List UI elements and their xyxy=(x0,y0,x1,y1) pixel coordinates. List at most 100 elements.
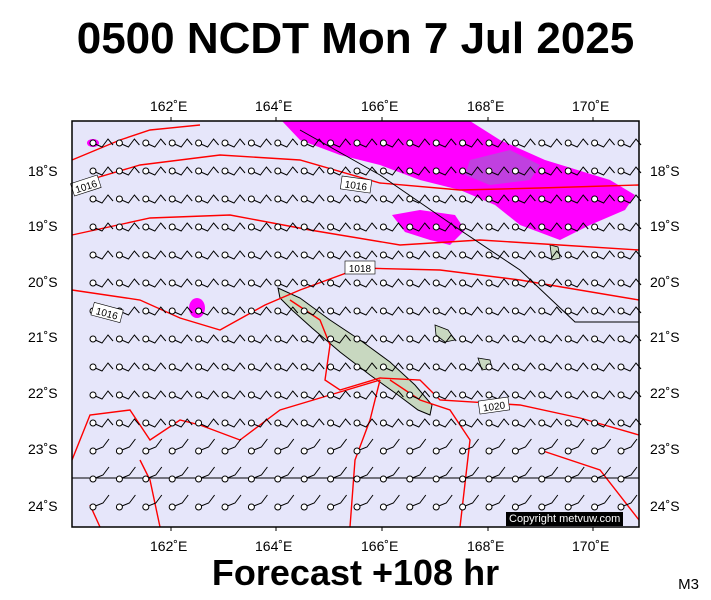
wind-barb-icon xyxy=(224,194,246,204)
wind-barb-icon xyxy=(224,138,246,148)
wind-barb-icon xyxy=(304,494,321,508)
station-circle-icon xyxy=(89,167,97,175)
wind-barb-icon xyxy=(567,278,589,288)
station-circle-icon xyxy=(591,503,599,511)
wind-barb-icon xyxy=(462,334,483,344)
station-circle-icon xyxy=(221,475,229,483)
wind-barb-icon xyxy=(303,362,325,372)
wind-barb-icon xyxy=(356,278,378,288)
station-circle-icon xyxy=(564,279,572,287)
wind-barb-icon xyxy=(488,222,510,232)
wind-barb-icon xyxy=(251,494,268,508)
wind-barb-icon xyxy=(541,250,563,260)
wind-barb-icon xyxy=(303,306,325,316)
wind-barb-icon xyxy=(145,362,167,372)
frame-ticks xyxy=(170,117,594,531)
station-circle-icon xyxy=(379,419,387,427)
station-circle-icon xyxy=(511,447,519,455)
isobar-line xyxy=(71,267,640,331)
wind-barb-icon xyxy=(383,494,400,508)
wind-barb-icon xyxy=(515,222,536,232)
wind-barb-icon xyxy=(119,194,140,204)
wind-barb-icon xyxy=(92,362,114,372)
station-circle-icon xyxy=(591,447,599,455)
wind-barb-icon xyxy=(435,250,457,260)
station-circle-icon xyxy=(538,251,546,259)
wind-barb-icon xyxy=(409,494,427,508)
wind-barb-icon xyxy=(277,250,299,260)
station-circle-icon xyxy=(511,195,519,203)
wind-barb-icon xyxy=(462,194,483,204)
station-circle-icon xyxy=(485,307,493,315)
station-circle-icon xyxy=(142,391,150,399)
station-circle-icon xyxy=(379,139,387,147)
station-circle-icon xyxy=(459,447,467,455)
station-circle-icon xyxy=(591,139,599,147)
station-circle-icon xyxy=(353,195,361,203)
wind-barb-icon xyxy=(541,362,563,372)
station-circle-icon xyxy=(89,391,97,399)
station-circle-icon xyxy=(247,251,255,259)
wind-barb-icon xyxy=(330,390,351,400)
station-circle-icon xyxy=(591,419,599,427)
wind-barb-icon xyxy=(567,306,589,316)
station-circle-icon xyxy=(274,447,282,455)
copyright-badge: Copyright metvuw.com xyxy=(506,512,624,526)
station-circle-icon xyxy=(274,223,282,231)
wind-barb-icon xyxy=(356,166,378,176)
wind-barb-icon xyxy=(119,466,136,480)
wind-barb-icon xyxy=(224,466,242,480)
wind-barb-icon xyxy=(541,418,563,428)
wind-barb-icon xyxy=(515,278,536,288)
lon-tick-top: 162˚E xyxy=(150,98,188,114)
wind-barb-icon xyxy=(224,438,242,452)
station-circle-icon xyxy=(247,167,255,175)
station-circle-icon xyxy=(300,223,308,231)
wind-barb-icon xyxy=(541,438,559,452)
wind-barb-icon xyxy=(620,438,638,452)
station-circle-icon xyxy=(564,419,572,427)
wind-barb-icon xyxy=(462,250,483,260)
wind-barb-icon xyxy=(435,362,457,372)
land-loyalty-lifou xyxy=(434,324,456,343)
wind-barb-icon xyxy=(488,390,510,400)
wind-barb-icon xyxy=(383,222,404,232)
wind-barb-icon xyxy=(409,306,431,316)
model-label: M3 xyxy=(678,576,699,593)
station-circle-icon xyxy=(195,307,203,315)
wind-barb-icon xyxy=(594,466,611,480)
station-circle-icon xyxy=(327,139,335,147)
wind-barb-icon xyxy=(224,494,242,508)
station-circle-icon xyxy=(591,167,599,175)
station-circle-icon xyxy=(379,335,387,343)
wind-barb-icon xyxy=(515,194,536,204)
wind-barb-icon xyxy=(330,138,351,148)
wind-barb-icon xyxy=(251,362,272,372)
station-circle-icon xyxy=(591,195,599,203)
station-circle-icon xyxy=(538,307,546,315)
station-circle-icon xyxy=(221,223,229,231)
isobar-line xyxy=(139,459,161,528)
wind-barb-icon xyxy=(620,466,638,480)
lon-tick-top: 166˚E xyxy=(361,98,399,114)
station-circle-icon xyxy=(511,363,519,371)
wind-barb-icon xyxy=(198,166,219,176)
station-circle-icon xyxy=(485,223,493,231)
lat-tick-right: 22˚S xyxy=(650,385,680,401)
station-circle-icon xyxy=(617,251,625,259)
station-circle-icon xyxy=(142,139,150,147)
lat-tick-left: 19˚S xyxy=(28,218,58,234)
wind-barb-icon xyxy=(515,138,536,148)
wind-barb-icon xyxy=(567,222,589,232)
station-circle-icon xyxy=(353,475,361,483)
wind-barb-icon xyxy=(409,390,431,400)
wind-barb-icon xyxy=(171,194,193,204)
station-circle-icon xyxy=(459,363,467,371)
wind-barb-icon xyxy=(172,438,189,452)
station-circle-icon xyxy=(300,503,308,511)
station-circle-icon xyxy=(142,195,150,203)
wind-barb-icon xyxy=(330,306,351,316)
station-circle-icon xyxy=(564,503,572,511)
station-circle-icon xyxy=(406,307,414,315)
station-circle-icon xyxy=(195,475,203,483)
